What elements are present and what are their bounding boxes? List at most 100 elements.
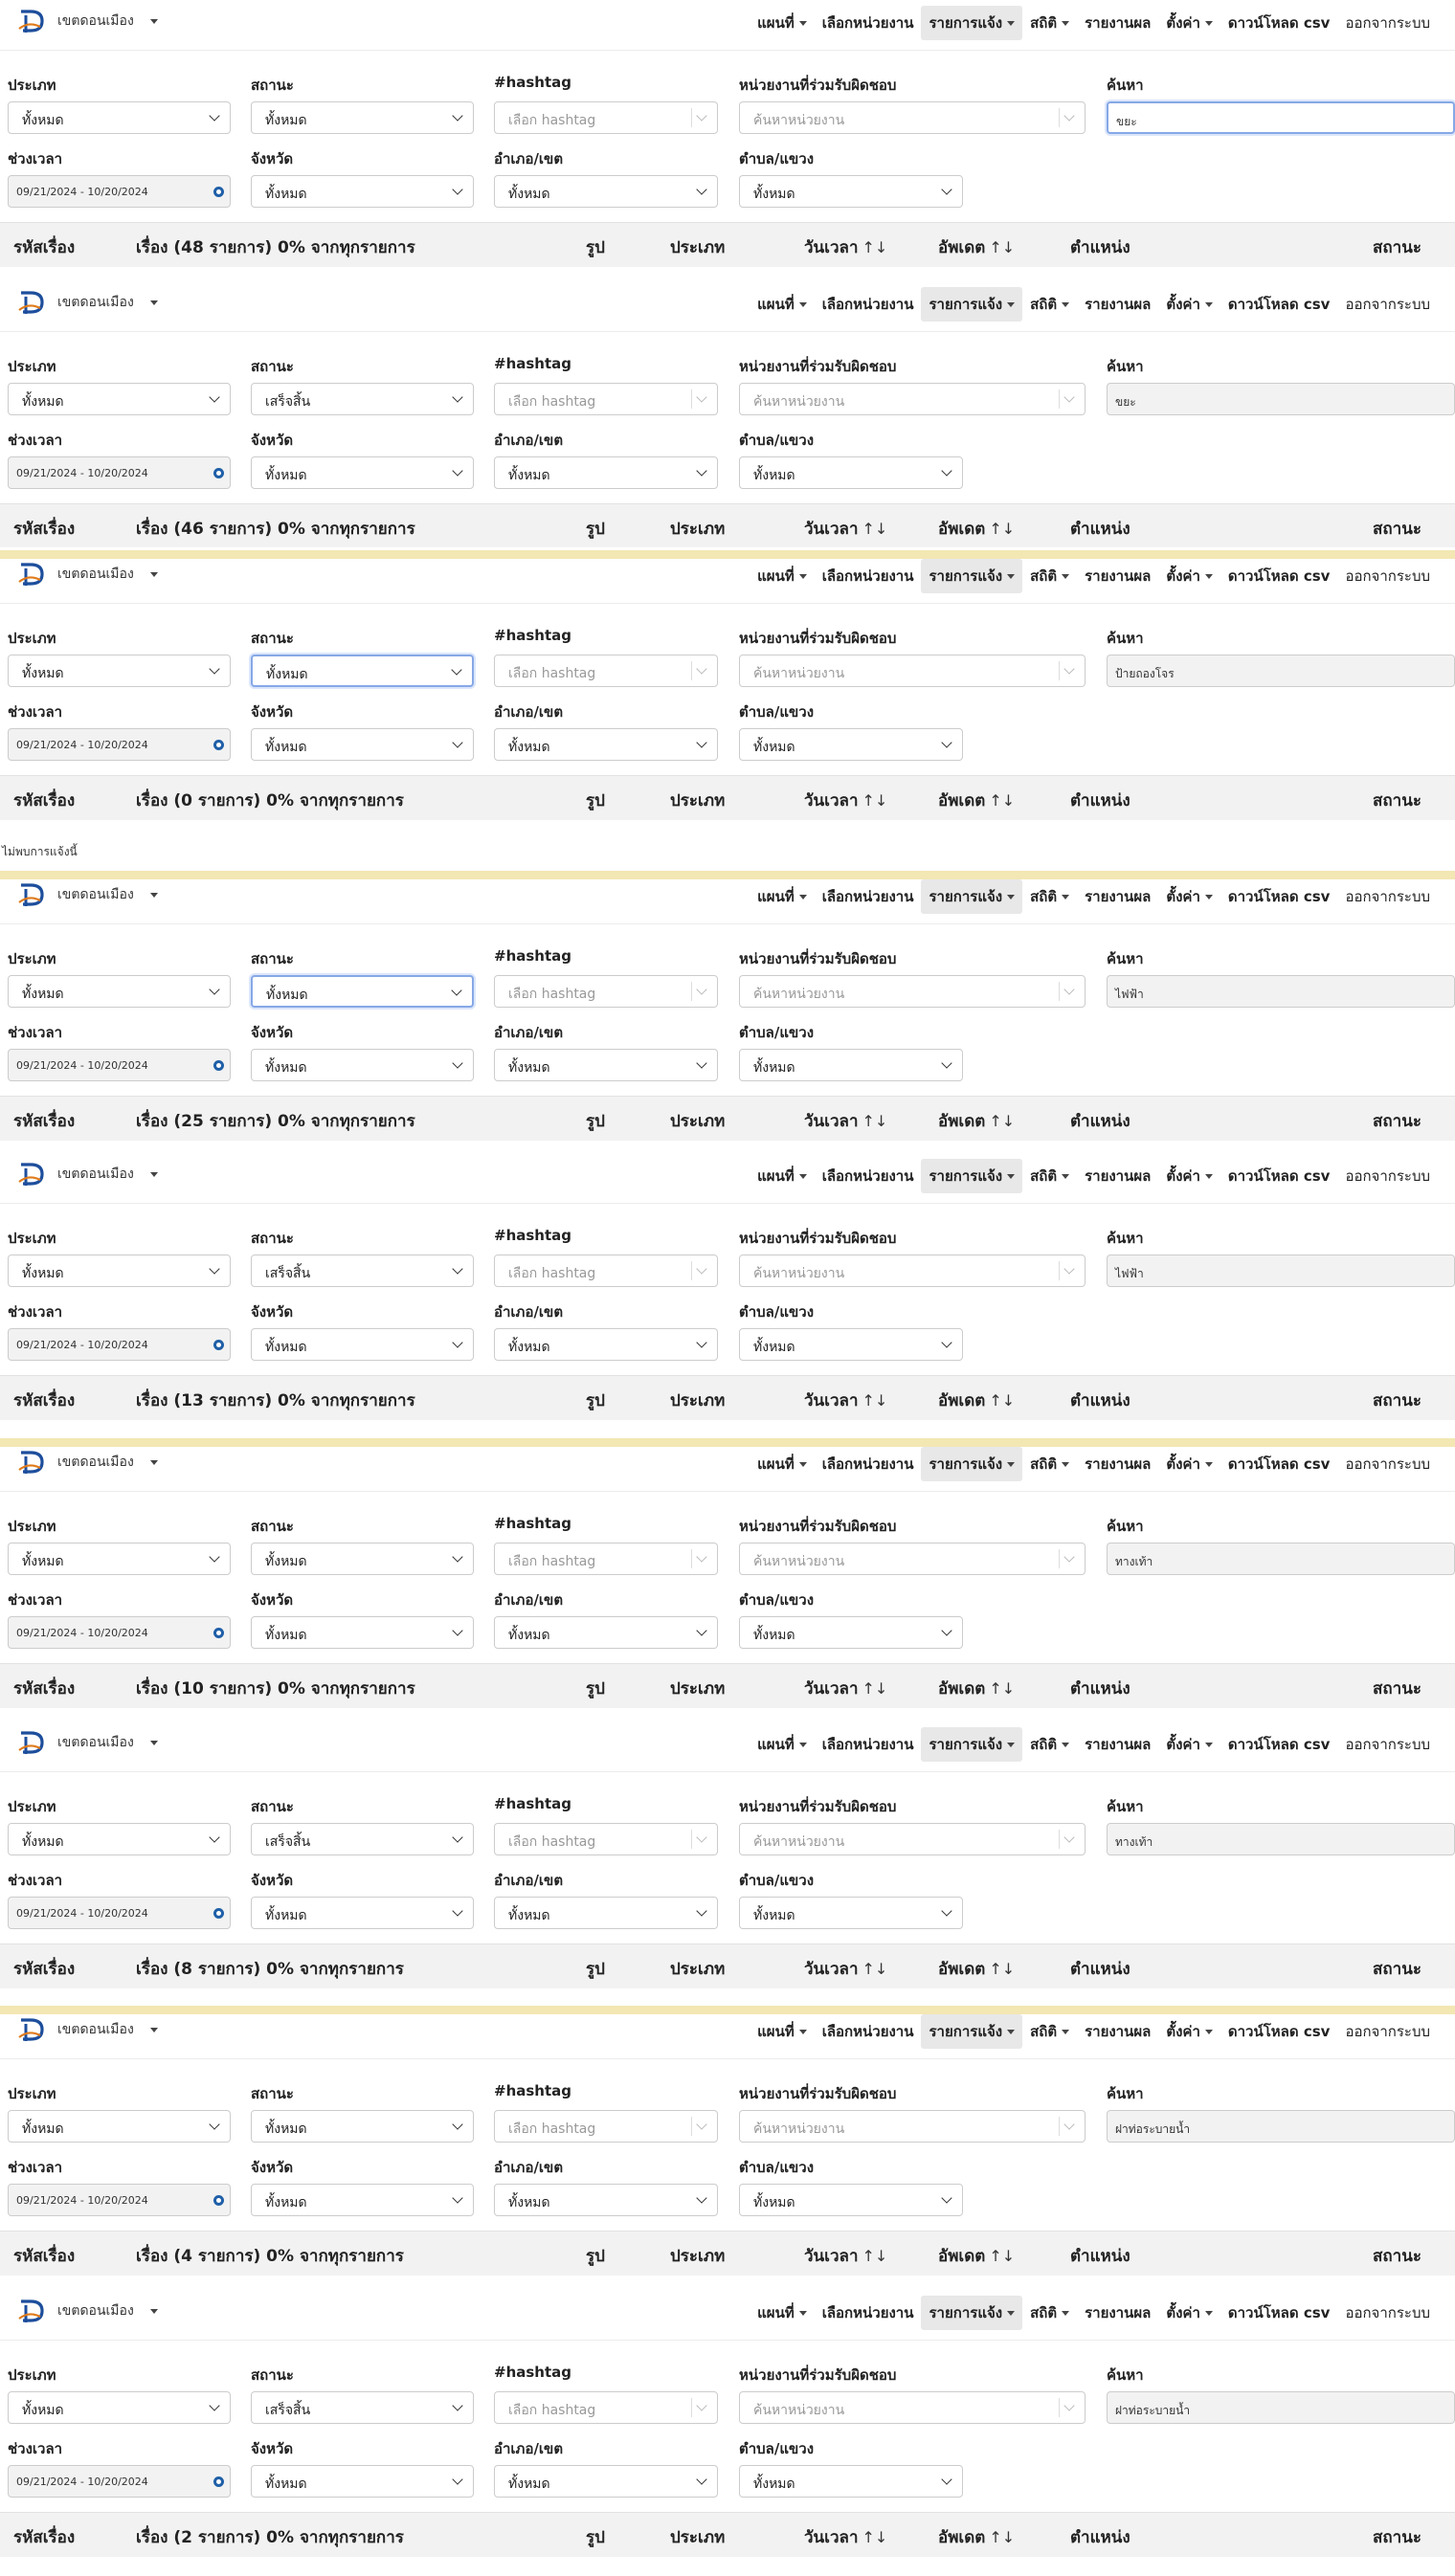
- menu-item[interactable]: รายการแจ้ง: [921, 559, 1023, 593]
- menu-item[interactable]: ดาวน์โหลด csv: [1220, 879, 1338, 914]
- column-header[interactable]: อัพเดต ↑↓: [938, 2243, 1015, 2269]
- type-select[interactable]: ทั้งหมด: [8, 1255, 231, 1287]
- menu-item[interactable]: สถิติ: [1022, 1727, 1077, 1762]
- sort-arrows-icon[interactable]: ↑↓: [989, 2247, 1016, 2265]
- province-select[interactable]: ทั้งหมด: [251, 728, 474, 761]
- hashtag-select[interactable]: เลือก hashtag: [494, 655, 718, 687]
- menu-item[interactable]: แผนที่: [750, 2014, 815, 2049]
- column-header[interactable]: อัพเดต ↑↓: [938, 1956, 1015, 1982]
- type-select[interactable]: ทั้งหมด: [8, 2110, 231, 2143]
- sort-arrows-icon[interactable]: ↑↓: [862, 2247, 888, 2265]
- menu-item[interactable]: เลือกหน่วยงาน: [815, 1159, 922, 1193]
- calendar-icon[interactable]: [213, 1628, 224, 1638]
- district-select[interactable]: ทั้งหมด: [494, 728, 718, 761]
- district-select[interactable]: ทั้งหมด: [494, 1897, 718, 1929]
- subdistrict-select[interactable]: ทั้งหมด: [739, 456, 963, 489]
- date-range-picker[interactable]: 09/21/2024 - 10/20/2024: [8, 2184, 231, 2216]
- date-range-picker[interactable]: 09/21/2024 - 10/20/2024: [8, 1328, 231, 1361]
- subdistrict-select[interactable]: ทั้งหมด: [739, 2465, 963, 2498]
- district-select[interactable]: ทั้งหมด: [494, 2184, 718, 2216]
- brand-dropdown[interactable]: เขตดอนเมือง: [17, 1729, 158, 1756]
- sort-arrows-icon[interactable]: ↑↓: [989, 1391, 1016, 1410]
- menu-item[interactable]: สถิติ: [1022, 1159, 1077, 1193]
- status-select[interactable]: ทั้งหมด: [251, 2110, 474, 2143]
- menu-item[interactable]: ดาวน์โหลด csv: [1220, 1727, 1338, 1762]
- menu-item[interactable]: เลือกหน่วยงาน: [815, 287, 922, 322]
- brand-dropdown[interactable]: เขตดอนเมือง: [17, 2016, 158, 2043]
- type-select[interactable]: ทั้งหมด: [8, 1823, 231, 1855]
- search-input[interactable]: ป้ายถองโจร: [1107, 655, 1455, 687]
- menu-item[interactable]: แผนที่: [750, 1447, 815, 1481]
- province-select[interactable]: ทั้งหมด: [251, 1049, 474, 1081]
- menu-item[interactable]: แผนที่: [750, 559, 815, 593]
- calendar-icon[interactable]: [213, 1060, 224, 1071]
- agency-select[interactable]: ค้นหาหน่วยงาน: [739, 975, 1086, 1008]
- column-header[interactable]: วันเวลา ↑↓: [804, 1388, 887, 1413]
- brand-dropdown[interactable]: เขตดอนเมือง: [17, 561, 158, 588]
- sort-arrows-icon[interactable]: ↑↓: [862, 520, 888, 538]
- sort-arrows-icon[interactable]: ↑↓: [989, 2528, 1016, 2546]
- hashtag-select[interactable]: เลือก hashtag: [494, 2391, 718, 2424]
- menu-item[interactable]: รายการแจ้ง: [921, 1727, 1023, 1762]
- brand-dropdown[interactable]: เขตดอนเมือง: [17, 2298, 158, 2324]
- search-input[interactable]: ฝาท่อระบายน้ำ: [1107, 2391, 1455, 2424]
- menu-item[interactable]: ดาวน์โหลด csv: [1220, 1159, 1338, 1193]
- sort-arrows-icon[interactable]: ↑↓: [989, 1112, 1016, 1130]
- menu-item[interactable]: ออกจากระบบ: [1337, 2296, 1438, 2330]
- date-range-picker[interactable]: 09/21/2024 - 10/20/2024: [8, 456, 231, 489]
- menu-item[interactable]: ตั้งค่า: [1158, 287, 1220, 322]
- hashtag-select[interactable]: เลือก hashtag: [494, 1823, 718, 1855]
- type-select[interactable]: ทั้งหมด: [8, 101, 231, 134]
- search-input[interactable]: ไฟฟ้า: [1107, 975, 1455, 1008]
- sort-arrows-icon[interactable]: ↑↓: [989, 520, 1016, 538]
- column-header[interactable]: อัพเดต ↑↓: [938, 1388, 1015, 1413]
- menu-item[interactable]: แผนที่: [750, 879, 815, 914]
- column-header[interactable]: วันเวลา ↑↓: [804, 2243, 887, 2269]
- date-range-picker[interactable]: 09/21/2024 - 10/20/2024: [8, 1049, 231, 1081]
- menu-item[interactable]: สถิติ: [1022, 2296, 1077, 2330]
- date-range-picker[interactable]: 09/21/2024 - 10/20/2024: [8, 1897, 231, 1929]
- column-header[interactable]: วันเวลา ↑↓: [804, 516, 887, 542]
- menu-item[interactable]: ตั้งค่า: [1158, 6, 1220, 40]
- menu-item[interactable]: แผนที่: [750, 6, 815, 40]
- province-select[interactable]: ทั้งหมด: [251, 2184, 474, 2216]
- sort-arrows-icon[interactable]: ↑↓: [862, 2528, 888, 2546]
- column-header[interactable]: อัพเดต ↑↓: [938, 1676, 1015, 1701]
- date-range-picker[interactable]: 09/21/2024 - 10/20/2024: [8, 1616, 231, 1649]
- province-select[interactable]: ทั้งหมด: [251, 175, 474, 208]
- column-header[interactable]: วันเวลา ↑↓: [804, 1108, 887, 1134]
- sort-arrows-icon[interactable]: ↑↓: [989, 791, 1016, 810]
- brand-dropdown[interactable]: เขตดอนเมือง: [17, 881, 158, 908]
- calendar-icon[interactable]: [213, 187, 224, 197]
- hashtag-select[interactable]: เลือก hashtag: [494, 2110, 718, 2143]
- menu-item[interactable]: ออกจากระบบ: [1337, 287, 1438, 322]
- menu-item[interactable]: รายการแจ้ง: [921, 6, 1023, 40]
- agency-select[interactable]: ค้นหาหน่วยงาน: [739, 101, 1086, 134]
- agency-select[interactable]: ค้นหาหน่วยงาน: [739, 383, 1086, 415]
- menu-item[interactable]: ดาวน์โหลด csv: [1220, 2296, 1338, 2330]
- hashtag-select[interactable]: เลือก hashtag: [494, 1255, 718, 1287]
- menu-item[interactable]: แผนที่: [750, 1727, 815, 1762]
- menu-item[interactable]: เลือกหน่วยงาน: [815, 6, 922, 40]
- status-select[interactable]: ทั้งหมด: [251, 101, 474, 134]
- district-select[interactable]: ทั้งหมด: [494, 1328, 718, 1361]
- status-select[interactable]: ทั้งหมด: [251, 1543, 474, 1575]
- column-header[interactable]: อัพเดต ↑↓: [938, 234, 1015, 260]
- subdistrict-select[interactable]: ทั้งหมด: [739, 1616, 963, 1649]
- search-input[interactable]: ทางเท้า: [1107, 1543, 1455, 1575]
- district-select[interactable]: ทั้งหมด: [494, 1049, 718, 1081]
- column-header[interactable]: วันเวลา ↑↓: [804, 788, 887, 813]
- subdistrict-select[interactable]: ทั้งหมด: [739, 1049, 963, 1081]
- menu-item[interactable]: ออกจากระบบ: [1337, 6, 1438, 40]
- brand-dropdown[interactable]: เขตดอนเมือง: [17, 289, 158, 316]
- type-select[interactable]: ทั้งหมด: [8, 655, 231, 687]
- menu-item[interactable]: ดาวน์โหลด csv: [1220, 559, 1338, 593]
- menu-item[interactable]: ออกจากระบบ: [1337, 559, 1438, 593]
- menu-item[interactable]: สถิติ: [1022, 6, 1077, 40]
- menu-item[interactable]: ตั้งค่า: [1158, 879, 1220, 914]
- menu-item[interactable]: สถิติ: [1022, 559, 1077, 593]
- type-select[interactable]: ทั้งหมด: [8, 975, 231, 1008]
- column-header[interactable]: วันเวลา ↑↓: [804, 234, 887, 260]
- calendar-icon[interactable]: [213, 1908, 224, 1919]
- menu-item[interactable]: ตั้งค่า: [1158, 2296, 1220, 2330]
